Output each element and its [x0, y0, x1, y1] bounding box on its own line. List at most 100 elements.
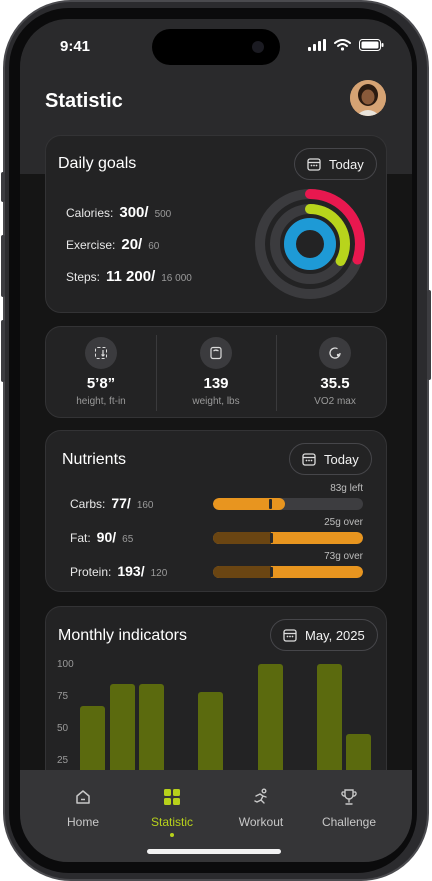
active-indicator-dot	[170, 833, 174, 837]
status-icons	[308, 39, 384, 51]
nutrients-card: Nutrients Today Carbs: 77/ 160 83g left …	[45, 430, 387, 592]
nutrients-title: Nutrients	[62, 451, 127, 468]
goal-label: Exercise:	[66, 238, 116, 252]
nutrient-value: 77/	[111, 495, 131, 511]
ring-steps	[284, 218, 336, 270]
nav-item-home[interactable]: Home	[38, 788, 128, 829]
nutrient-note: 73g over	[324, 551, 363, 562]
nutrient-row-protein: Protein: 193/ 120	[70, 563, 167, 579]
nutrient-note: 25g over	[324, 517, 363, 528]
nutrient-bar-fat	[213, 532, 363, 544]
metric-height: 5’8” height, ft-in	[46, 327, 160, 419]
nav-label: Home	[66, 815, 99, 829]
scale-icon	[200, 337, 232, 369]
side-button-volume-down	[1, 320, 5, 382]
nav-label: Challenge	[321, 815, 377, 829]
metric-weight: 139 weight, lbs	[161, 327, 275, 419]
signal-icon	[308, 39, 326, 51]
ring-calories	[255, 189, 365, 299]
goal-label: Steps:	[66, 270, 101, 284]
nutrient-max: 120	[150, 568, 168, 579]
nutrient-label: Protein:	[70, 565, 112, 579]
side-button-silent	[1, 172, 5, 202]
metric-unit: VO2 max	[314, 396, 356, 407]
monthly-date-label: May, 2025	[305, 627, 365, 643]
y-tick-label: 25	[57, 755, 69, 766]
camera-icon	[252, 41, 264, 53]
calendar-icon	[307, 158, 321, 171]
battery-icon	[359, 39, 384, 51]
nutrient-bar-fill	[213, 498, 285, 510]
goal-max: 60	[148, 241, 160, 252]
y-tick-label: 100	[57, 659, 74, 670]
metric-value: 5’8”	[86, 375, 116, 392]
avatar-image	[350, 80, 386, 116]
nutrient-bar-goal-segment	[213, 532, 271, 544]
goal-max: 16 000	[161, 273, 192, 284]
nutrient-value: 193/	[117, 563, 145, 579]
ring-exercise	[270, 204, 350, 284]
avatar[interactable]	[350, 80, 386, 116]
home-indicator[interactable]	[147, 849, 281, 854]
vo2-icon	[319, 337, 351, 369]
home-icon	[76, 790, 90, 804]
calendar-icon	[283, 629, 297, 642]
divider	[276, 335, 277, 411]
nutrient-value: 90/	[96, 529, 117, 545]
page-title: Statistic	[45, 90, 123, 112]
metric-value: 35.5	[320, 375, 350, 392]
status-time: 9:41	[60, 38, 91, 55]
nutrients-date-button[interactable]: Today	[289, 443, 372, 475]
nutrient-note: 83g left	[330, 483, 363, 494]
goal-row-exercise: Exercise: 20/ 60	[66, 236, 159, 253]
activity-rings	[255, 189, 365, 299]
body-metrics-card: 5’8” height, ft-in 139 weight, lbs 35.5 …	[45, 326, 387, 418]
chart-bar[interactable]	[316, 663, 342, 789]
y-tick-label: 75	[57, 691, 69, 702]
nav-label: Workout	[238, 815, 284, 829]
nav-label: Statistic	[150, 815, 193, 829]
trophy-icon	[341, 789, 357, 805]
nutrient-row-fat: Fat: 90/ 65	[70, 529, 133, 545]
divider	[156, 335, 157, 411]
metric-vo2: 35.5 VO2 max	[280, 327, 394, 419]
dynamic-island	[152, 29, 280, 65]
goal-value: 11 200/	[106, 268, 156, 285]
metric-unit: height, ft-in	[76, 396, 126, 407]
runner-icon	[254, 788, 267, 804]
goal-label: Calories:	[66, 206, 114, 220]
wifi-icon	[334, 39, 351, 51]
nutrient-bar-carbs	[213, 498, 363, 510]
monthly-date-button[interactable]: May, 2025	[270, 619, 378, 651]
side-button-power	[427, 290, 431, 380]
nutrient-bar-protein	[213, 566, 363, 578]
nutrient-label: Fat:	[70, 531, 91, 545]
daily-goals-date-button[interactable]: Today	[294, 148, 377, 180]
metric-unit: weight, lbs	[192, 396, 240, 407]
nutrient-bar-goal-segment	[213, 566, 271, 578]
bottom-navigation: Home Statistic Workout Challenge	[20, 770, 412, 862]
screen: 9:41 Statistic Daily goals	[20, 19, 412, 862]
chart-bar[interactable]	[257, 663, 283, 789]
nav-item-challenge[interactable]: Challenge	[304, 788, 394, 829]
nutrient-bar-marker	[270, 533, 273, 543]
goal-row-calories: Calories: 300/ 500	[66, 204, 171, 221]
nutrient-row-carbs: Carbs: 77/ 160	[70, 495, 154, 511]
grid-icon	[164, 789, 180, 805]
nav-item-statistic[interactable]: Statistic	[127, 788, 217, 837]
daily-goals-card: Daily goals Today Calories: 300/ 500 Exe…	[45, 135, 387, 313]
calendar-icon	[302, 453, 316, 466]
goal-value: 20/	[121, 236, 143, 253]
daily-goals-title: Daily goals	[58, 155, 137, 172]
metric-value: 139	[203, 375, 229, 392]
nutrient-label: Carbs:	[70, 497, 106, 511]
nutrients-date-label: Today	[324, 451, 359, 467]
nav-item-workout[interactable]: Workout	[216, 788, 306, 829]
y-tick-label: 50	[57, 723, 69, 734]
nutrient-max: 65	[122, 534, 134, 545]
goal-row-steps: Steps: 11 200/ 16 000	[66, 268, 192, 285]
goal-max: 500	[154, 209, 172, 220]
height-icon	[85, 337, 117, 369]
nutrient-max: 160	[136, 500, 154, 511]
monthly-title: Monthly indicators	[58, 627, 187, 644]
